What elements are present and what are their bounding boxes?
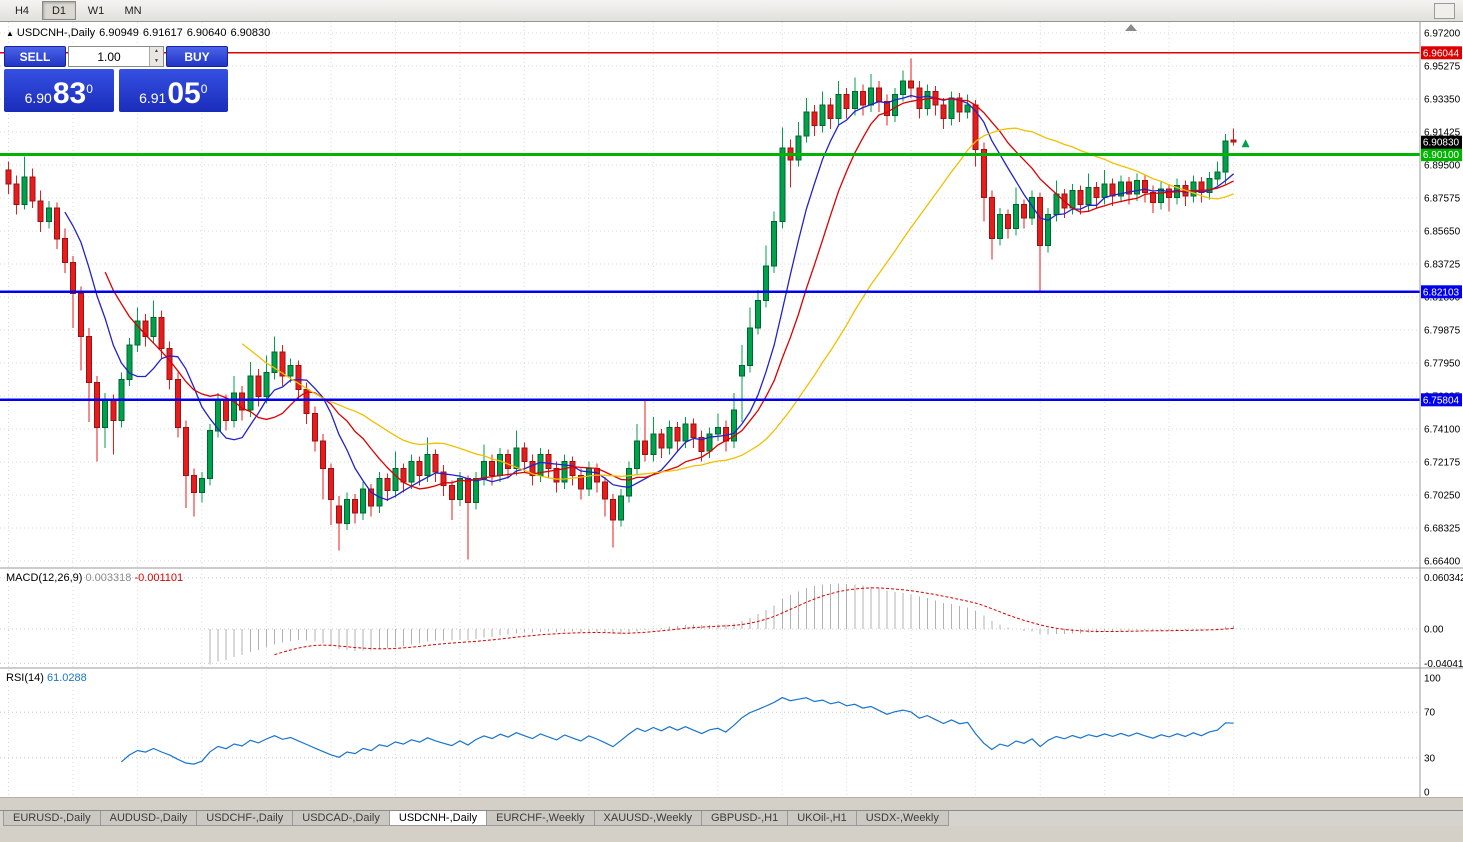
svg-text:6.79875: 6.79875: [1424, 326, 1461, 337]
timeframe-d1[interactable]: D1: [42, 1, 76, 20]
tab-xauusd-weekly[interactable]: XAUUSD-,Weekly: [593, 811, 702, 826]
macd-level-lines: [0, 577, 1420, 664]
chart-window: ▲ USDCNH-,Daily 6.90949 6.91617 6.90640 6.908…: [0, 22, 1463, 826]
macd-signal-line: [274, 587, 1234, 656]
timeframe-w1[interactable]: W1: [87, 4, 105, 17]
chart-plot-area[interactable]: [0, 22, 1420, 568]
chart-canvas: 6.97200 6.95275 6.93350 6.91425 6.89500 6.875…: [0, 22, 1463, 814]
sell-price-pips: 83: [52, 77, 87, 110]
price-arrow-icon: [1241, 139, 1250, 148]
tab-usdchf-daily[interactable]: USDCHF-,Daily: [196, 811, 294, 826]
tab-usdx-weekly[interactable]: USDX-,Weekly: [855, 811, 949, 826]
svg-text:6.68325: 6.68325: [1424, 524, 1461, 535]
sell-price-base: 6.90: [24, 90, 52, 106]
svg-text:6.90100: 6.90100: [1423, 150, 1460, 161]
tab-gbpusd-h1[interactable]: GBPUSD-,H1: [700, 811, 789, 826]
price-level-tag: 6.82103: [1421, 285, 1462, 299]
svg-text:0: 0: [1424, 788, 1430, 799]
window-control-button[interactable]: [1434, 3, 1455, 19]
svg-text:6.70250: 6.70250: [1424, 491, 1461, 502]
svg-text:6.87575: 6.87575: [1424, 194, 1461, 205]
svg-text:6.89500: 6.89500: [1424, 161, 1461, 172]
price-level-tag: 6.96044: [1421, 46, 1462, 60]
tab-eurchf-weekly[interactable]: EURCHF-,Weekly: [486, 811, 595, 826]
ma-30-line: [241, 127, 1234, 480]
price-chart-svg: 6.97200 6.95275 6.93350 6.91425 6.89500 6.875…: [0, 22, 1463, 814]
ohlc-high: 6.91617: [142, 27, 183, 39]
buy-price-tile[interactable]: 6.91 05 0: [118, 69, 228, 112]
volume-down-button[interactable]: ▼: [150, 56, 163, 66]
tab-usdcad-daily[interactable]: USDCAD-,Daily: [292, 811, 390, 826]
svg-text:6.95275: 6.95275: [1424, 62, 1461, 73]
timeframe-mn[interactable]: MN: [124, 4, 142, 17]
bear-candles: [5, 80, 1237, 524]
symbol-arrow-icon: ▲: [6, 29, 14, 38]
price-level-tag: 6.90100: [1421, 148, 1462, 162]
ma-13-line: [104, 97, 1234, 490]
current-price-tag: 6.90830: [1421, 135, 1462, 149]
timeframe-h4[interactable]: H4: [14, 4, 30, 17]
vertical-gridlines: [8, 22, 1235, 800]
rsi-label: RSI(14) 61.0288: [6, 672, 87, 684]
ohlc-open: 6.90949: [99, 27, 139, 39]
svg-text:6.96044: 6.96044: [1423, 48, 1460, 59]
volume-up-button[interactable]: ▲: [150, 47, 163, 57]
svg-text:0.060342: 0.060342: [1424, 573, 1463, 584]
svg-text:30: 30: [1424, 753, 1436, 764]
volume-input[interactable]: [69, 47, 149, 66]
buy-price-base: 6.91: [139, 90, 167, 106]
svg-text:6.91425: 6.91425: [1424, 128, 1461, 139]
horizontal-scrollbar[interactable]: [0, 797, 1463, 810]
sell-price-frac: 0: [86, 82, 93, 96]
chart-title: ▲ USDCNH-,Daily 6.90949 6.91617 6.90640 6.908…: [6, 27, 274, 39]
buy-button[interactable]: BUY: [166, 46, 228, 67]
sell-price-tile[interactable]: 6.90 83 0: [4, 69, 114, 112]
sell-button[interactable]: SELL: [4, 46, 66, 67]
rsi-line: [120, 696, 1234, 765]
price-level-tag: 6.75804: [1421, 393, 1462, 407]
tab-ukoil-h1[interactable]: UKOil-,H1: [787, 811, 857, 826]
svg-text:-0.040415: -0.040415: [1424, 659, 1463, 670]
svg-text:6.90830: 6.90830: [1423, 138, 1460, 149]
tab-eurusd-daily[interactable]: EURUSD-,Daily: [3, 811, 101, 826]
ohlc-close: 6.90830: [230, 27, 271, 39]
svg-text:6.85650: 6.85650: [1424, 227, 1461, 238]
buy-price-pips: 05: [167, 77, 201, 110]
rsi-level-lines: [0, 711, 1420, 759]
rsi-pane[interactable]: [0, 668, 1420, 800]
timeframe-toolbar: H4 D1 W1 MN: [0, 0, 1463, 22]
macd-axis-labels: 0.060342 0.00 -0.040415: [1424, 573, 1463, 670]
macd-pane[interactable]: [0, 568, 1420, 668]
ohlc-low: 6.90640: [186, 27, 227, 39]
svg-text:100: 100: [1424, 674, 1441, 685]
chart-tab-bar: EURUSD-,Daily AUDUSD-,Daily USDCHF-,Daily U…: [0, 810, 1463, 826]
svg-text:6.74100: 6.74100: [1424, 425, 1461, 436]
svg-text:6.72175: 6.72175: [1424, 458, 1461, 469]
svg-text:6.75804: 6.75804: [1423, 395, 1460, 406]
rsi-axis-labels: 100 70 30 0: [1424, 674, 1441, 799]
macd-label: MACD(12,26,9) 0.003318 -0.001101: [6, 572, 183, 584]
svg-text:6.77950: 6.77950: [1424, 359, 1461, 370]
svg-text:6.82103: 6.82103: [1423, 287, 1460, 298]
macd-histogram: [209, 583, 1235, 665]
svg-text:6.66400: 6.66400: [1424, 557, 1461, 568]
buy-price-frac: 0: [200, 82, 208, 96]
chart-symbol: USDCNH-,Daily: [16, 27, 96, 39]
chart-shift-marker[interactable]: [1125, 24, 1137, 31]
svg-text:6.83725: 6.83725: [1424, 260, 1461, 271]
svg-text:6.97200: 6.97200: [1424, 29, 1461, 40]
tab-usdcnh-daily[interactable]: USDCNH-,Daily: [388, 811, 488, 826]
svg-text:6.93350: 6.93350: [1424, 95, 1461, 106]
tab-audusd-daily[interactable]: AUDUSD-,Daily: [99, 811, 198, 826]
svg-text:70: 70: [1424, 708, 1436, 719]
svg-text:0.00: 0.00: [1424, 625, 1444, 636]
